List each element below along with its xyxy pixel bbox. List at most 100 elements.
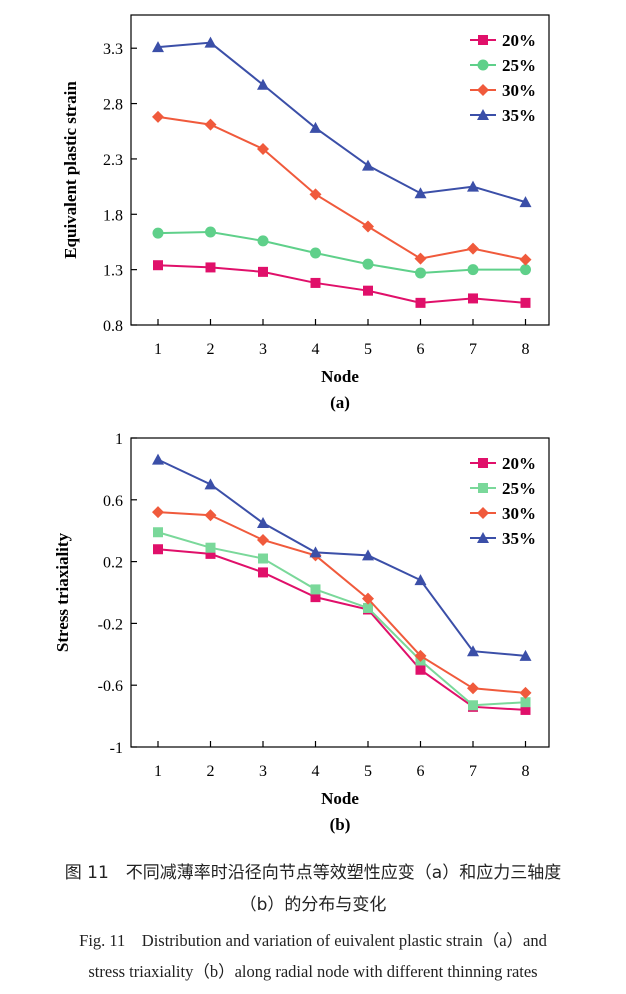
y-tick-label: 2.3 [103, 152, 123, 169]
data-point [152, 110, 164, 123]
x-axis-label: Node [321, 367, 359, 386]
data-point [467, 180, 479, 192]
data-point [205, 542, 216, 553]
data-point [414, 187, 427, 199]
data-point [152, 227, 164, 239]
data-point [414, 574, 427, 586]
series-35pct [152, 36, 532, 208]
data-point [205, 226, 216, 238]
series-line [157, 264, 526, 304]
y-tick-label: 2.8 [103, 97, 123, 114]
x-tick-label: 5 [364, 763, 372, 780]
legend-entry: 25% [470, 479, 536, 498]
y-tick-label: 3.3 [103, 41, 123, 58]
legend-label: 35% [502, 106, 536, 125]
plot-frame [130, 14, 550, 326]
x-tick-label: 3 [259, 341, 267, 358]
data-point [257, 78, 269, 90]
series-line [157, 511, 526, 694]
data-point [519, 253, 532, 266]
data-point [205, 262, 216, 273]
chart-b: -1 -0.6 -0.2 0.2 0.6 1 1 2 3 4 5 6 7 8 Node Stress tria… [53, 431, 550, 834]
series-line [157, 115, 526, 261]
figure-caption-cn-line2: （b）的分布与变化 [239, 895, 387, 915]
y-tick-label: 1.3 [103, 263, 123, 280]
data-point [153, 260, 163, 271]
data-point [152, 506, 164, 519]
y-tick-label: -0.2 [98, 616, 123, 633]
chart-a: 0.8 1.3 1.8 2.3 2.8 3.3 1 2 3 4 5 6 7 8 Node Equivalent… [61, 14, 550, 412]
x-tick-label: 4 [312, 341, 320, 358]
series-25pct [152, 226, 531, 279]
data-point [415, 664, 426, 675]
x-axis-label: Node [321, 789, 359, 808]
legend-entry: 25% [470, 56, 536, 75]
y-tick-label: 0.2 [103, 555, 123, 572]
data-point [414, 252, 427, 265]
data-point [520, 264, 531, 276]
legend-marker [477, 109, 489, 120]
series-line [157, 548, 526, 711]
y-axis-label: Stress triaxiality [53, 532, 72, 652]
series-20pct [153, 260, 531, 308]
data-point [415, 297, 426, 308]
data-point [519, 196, 532, 208]
figure-caption-en-line1: Fig. 11 Distribution and variation of eu… [79, 931, 547, 950]
data-point [363, 602, 373, 613]
data-point [467, 264, 479, 276]
data-point [520, 704, 531, 715]
data-point [258, 553, 268, 564]
data-point [204, 478, 217, 490]
legend-label: 25% [502, 479, 536, 498]
data-point [468, 293, 478, 304]
data-point [362, 220, 374, 233]
legend-label: 25% [502, 56, 536, 75]
data-point [362, 592, 374, 605]
data-point [310, 592, 321, 603]
x-tick-label: 4 [312, 763, 320, 780]
legend-label: 20% [502, 454, 536, 473]
legend-marker [478, 35, 488, 45]
series-line [157, 531, 526, 707]
data-point [520, 697, 531, 708]
data-point [258, 567, 268, 578]
series-30pct [152, 110, 532, 266]
data-point [519, 649, 532, 661]
legend-marker [478, 483, 488, 493]
data-point [310, 277, 321, 288]
y-tick-label: -1 [110, 740, 123, 757]
x-tick-label: 7 [469, 763, 477, 780]
legend-entry: 30% [470, 81, 536, 100]
data-point [467, 645, 479, 657]
y-axis-label: Equivalent plastic strain [61, 81, 80, 259]
legend-marker [477, 532, 489, 543]
data-point [258, 266, 268, 277]
figure-caption-cn-line1: 图 11 不同减薄率时沿径向节点等效塑性应变（a）和应力三轴度 [64, 863, 562, 883]
data-point [257, 235, 269, 247]
data-point [153, 544, 163, 555]
data-point [204, 118, 217, 131]
data-point [257, 533, 269, 546]
data-point [520, 297, 531, 308]
x-tick-label: 7 [469, 341, 477, 358]
legend-marker [478, 458, 488, 468]
data-point [310, 584, 321, 595]
data-point [204, 36, 217, 48]
data-point [519, 686, 532, 699]
data-point [204, 509, 217, 522]
y-tick-label: 1.8 [103, 207, 123, 224]
data-point [362, 159, 374, 171]
x-tick-label: 6 [417, 341, 425, 358]
series-line [157, 41, 526, 204]
data-point [362, 258, 374, 270]
series-30pct [152, 506, 532, 699]
data-point [309, 546, 322, 558]
y-tick-label: -0.6 [98, 678, 123, 695]
data-point [309, 188, 322, 201]
data-point [153, 527, 163, 538]
data-point [468, 700, 478, 711]
data-point [414, 649, 427, 662]
x-tick-label: 1 [154, 341, 162, 358]
x-tick-label: 2 [207, 341, 215, 358]
x-tick-label: 8 [522, 763, 530, 780]
